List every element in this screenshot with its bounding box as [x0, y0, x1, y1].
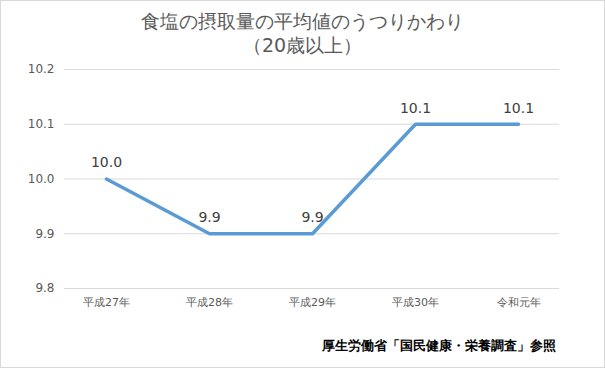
html-text:食塩の摂取量の平均値のうつりかわり: 食塩の摂取量の平均値のうつりかわり — [141, 10, 464, 32]
html-text:厚生労働省「国民健康・栄養調査」参照: 厚生労働省「国民健康・栄養調査」参照 — [322, 338, 556, 353]
svg-text:10.0: 10.0 — [91, 154, 122, 170]
svg-text:9.9: 9.9 — [198, 209, 220, 225]
svg-text:10.2: 10.2 — [28, 62, 55, 76]
svg-text:10.1: 10.1 — [503, 100, 534, 116]
svg-text:平成28年: 平成28年 — [186, 296, 233, 309]
svg-text:9.9: 9.9 — [301, 209, 323, 225]
html-text:（20歳以上）: （20歳以上） — [242, 34, 363, 56]
svg-text:平成29年: 平成29年 — [289, 296, 336, 309]
svg-text:平成27年: 平成27年 — [83, 296, 130, 309]
svg-text:10.1: 10.1 — [400, 100, 431, 116]
svg-text:10.1: 10.1 — [28, 117, 55, 131]
svg-text:10.0: 10.0 — [28, 172, 55, 186]
svg-text:平成30年: 平成30年 — [392, 296, 439, 309]
svg-text:令和元年: 令和元年 — [497, 296, 541, 309]
svg-text:9.8: 9.8 — [35, 281, 54, 295]
svg-text:9.9: 9.9 — [35, 227, 54, 241]
